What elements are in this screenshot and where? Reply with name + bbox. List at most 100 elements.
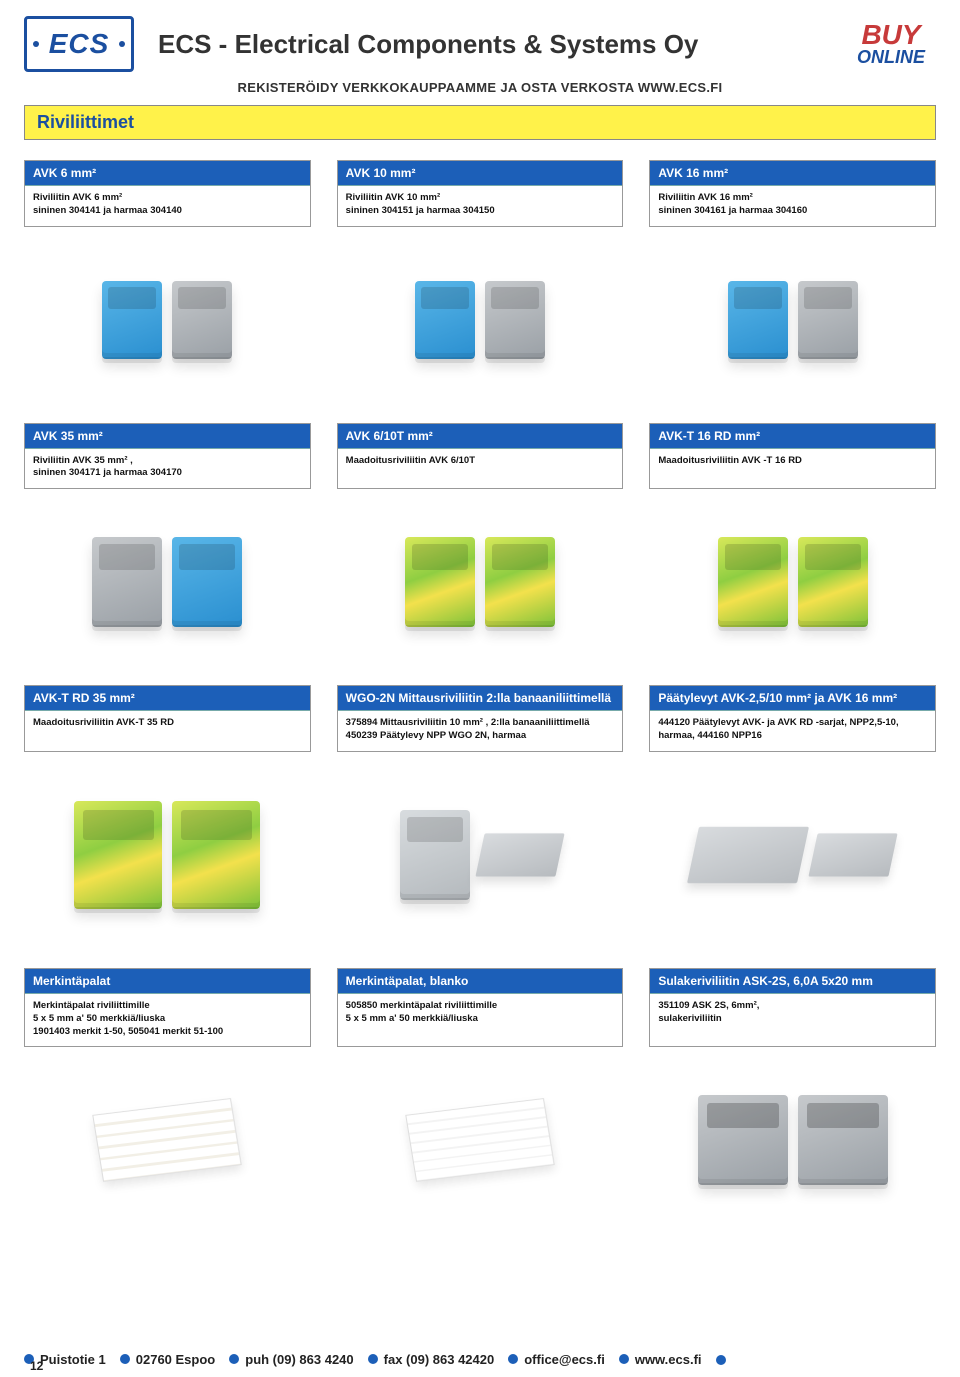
card-title: AVK 6 mm² [25,161,310,186]
card-line: Maadoitusriviliitin AVK-T 35 RD [33,717,302,730]
product-image [24,245,311,395]
bullet-icon [508,1354,518,1364]
card-merkintapalat-blanko: Merkintäpalat, blanko 505850 merkintäpal… [337,968,624,1047]
card-line: Riviliitin AVK 6 mm² [33,192,302,205]
card-line: sulakeriviliitin [658,1013,927,1026]
footer-text: Puistotie 1 [40,1352,106,1367]
product-image [649,1065,936,1215]
card-body: Maadoitusriviliitin AVK-T 35 RD [25,711,310,741]
card-title: AVK-T 16 RD mm² [650,424,935,449]
card-line: Riviliitin AVK 16 mm² [658,192,927,205]
card-title: Päätylevyt AVK-2,5/10 mm² ja AVK 16 mm² [650,686,935,711]
footer-text: 02760 Espoo [136,1352,216,1367]
card-sulakeriviliitin: Sulakeriviliitin ASK-2S, 6,0A 5x20 mm 35… [649,968,936,1047]
card-merkintapalat: Merkintäpalat Merkintäpalat riviliittimi… [24,968,311,1047]
card-title: AVK 10 mm² [338,161,623,186]
card-line: sininen 304141 ja harmaa 304140 [33,205,302,218]
card-body: Riviliitin AVK 16 mm² sininen 304161 ja … [650,186,935,226]
company-title: ECS - Electrical Components & Systems Oy [158,29,822,60]
card-line: harmaa, 444160 NPP16 [658,730,927,743]
card-title: AVK-T RD 35 mm² [25,686,310,711]
card-title: AVK 16 mm² [650,161,935,186]
card-title: Merkintäpalat [25,969,310,994]
product-image [337,507,624,657]
logo: ECS [24,16,134,72]
card-line: sininen 304161 ja harmaa 304160 [658,205,927,218]
card-row-1: AVK 6 mm² Riviliitin AVK 6 mm² sininen 3… [24,160,936,227]
card-row-4: Merkintäpalat Merkintäpalat riviliittimi… [24,968,936,1047]
footer-item: fax (09) 863 42420 [368,1352,495,1367]
section-band: Riviliittimet [24,105,936,140]
card-body: 351109 ASK 2S, 6mm², sulakeriviliitin [650,994,935,1034]
card-title: WGO-2N Mittausriviliitin 2:lla banaanili… [338,686,623,711]
product-image [649,245,936,395]
card-line: 375894 Mittausriviliitin 10 mm² , 2:lla … [346,717,615,730]
product-image [649,507,936,657]
bullet-icon [368,1354,378,1364]
card-avkt16rd: AVK-T 16 RD mm² Maadoitusriviliitin AVK … [649,423,936,490]
card-wgo2n: WGO-2N Mittausriviliitin 2:lla banaanili… [337,685,624,752]
buy-text: BUY [846,22,936,47]
image-row-2 [24,507,936,657]
card-avkt35rd: AVK-T RD 35 mm² Maadoitusriviliitin AVK-… [24,685,311,752]
image-row-1 [24,245,936,395]
product-image [337,770,624,940]
page-number: 12 [30,1359,43,1373]
image-row-3 [24,770,936,940]
card-row-2: AVK 35 mm² Riviliitin AVK 35 mm² , sinin… [24,423,936,490]
card-line: Maadoitusriviliitin AVK 6/10T [346,455,615,468]
card-avk6: AVK 6 mm² Riviliitin AVK 6 mm² sininen 3… [24,160,311,227]
card-title: Merkintäpalat, blanko [338,969,623,994]
product-image [24,770,311,940]
card-paatylevyt: Päätylevyt AVK-2,5/10 mm² ja AVK 16 mm² … [649,685,936,752]
logo-text: ECS [49,28,110,60]
online-text: ONLINE [846,48,936,66]
product-image [24,507,311,657]
card-line: Maadoitusriviliitin AVK -T 16 RD [658,455,927,468]
card-body: Riviliitin AVK 35 mm² , sininen 304171 j… [25,449,310,489]
card-body: Merkintäpalat riviliittimille 5 x 5 mm a… [25,994,310,1046]
card-title: AVK 6/10T mm² [338,424,623,449]
buy-online-badge: BUY ONLINE [846,22,936,65]
bullet-icon [716,1355,726,1365]
bullet-icon [229,1354,239,1364]
footer-item: office@ecs.fi [508,1352,605,1367]
product-image [337,245,624,395]
footer-text: fax (09) 863 42420 [384,1352,495,1367]
card-body: 375894 Mittausriviliitin 10 mm² , 2:lla … [338,711,623,751]
card-line: 351109 ASK 2S, 6mm², [658,1000,927,1013]
card-title: Sulakeriviliitin ASK-2S, 6,0A 5x20 mm [650,969,935,994]
card-line: Riviliitin AVK 35 mm² , [33,455,302,468]
card-body: 505850 merkintäpalat riviliittimille 5 x… [338,994,623,1034]
card-line: 505850 merkintäpalat riviliittimille [346,1000,615,1013]
card-line: sininen 304171 ja harmaa 304170 [33,467,302,480]
page-footer: Puistotie 1 02760 Espoo puh (09) 863 424… [24,1346,936,1367]
card-body: Maadoitusriviliitin AVK -T 16 RD [650,449,935,479]
image-row-4 [24,1065,936,1215]
card-line: sininen 304151 ja harmaa 304150 [346,205,615,218]
card-title: AVK 35 mm² [25,424,310,449]
section-title: Riviliittimet [37,112,134,132]
footer-item: www.ecs.fi [619,1352,702,1367]
product-image [24,1065,311,1215]
card-avk10: AVK 10 mm² Riviliitin AVK 10 mm² sininen… [337,160,624,227]
footer-text: www.ecs.fi [635,1352,702,1367]
card-body: Riviliitin AVK 6 mm² sininen 304141 ja h… [25,186,310,226]
card-line: Riviliitin AVK 10 mm² [346,192,615,205]
card-line: 450239 Päätylevy NPP WGO 2N, harmaa [346,730,615,743]
card-row-3: AVK-T RD 35 mm² Maadoitusriviliitin AVK-… [24,685,936,752]
bullet-icon [619,1354,629,1364]
card-line: 5 x 5 mm a' 50 merkkiä/liuska [33,1013,302,1026]
sub-heading: REKISTERÖIDY VERKKOKAUPPAAMME JA OSTA VE… [24,80,936,95]
card-avk610t: AVK 6/10T mm² Maadoitusriviliitin AVK 6/… [337,423,624,490]
bullet-icon [120,1354,130,1364]
card-body: Maadoitusriviliitin AVK 6/10T [338,449,623,479]
card-line: 1901403 merkit 1-50, 505041 merkit 51-10… [33,1026,302,1039]
product-image [649,770,936,940]
card-line: 5 x 5 mm a' 50 merkkiä/liuska [346,1013,615,1026]
card-body: Riviliitin AVK 10 mm² sininen 304151 ja … [338,186,623,226]
footer-text: puh (09) 863 4240 [245,1352,353,1367]
product-image [337,1065,624,1215]
card-line: 444120 Päätylevyt AVK- ja AVK RD -sarjat… [658,717,927,730]
page-header: ECS ECS - Electrical Components & System… [24,16,936,72]
